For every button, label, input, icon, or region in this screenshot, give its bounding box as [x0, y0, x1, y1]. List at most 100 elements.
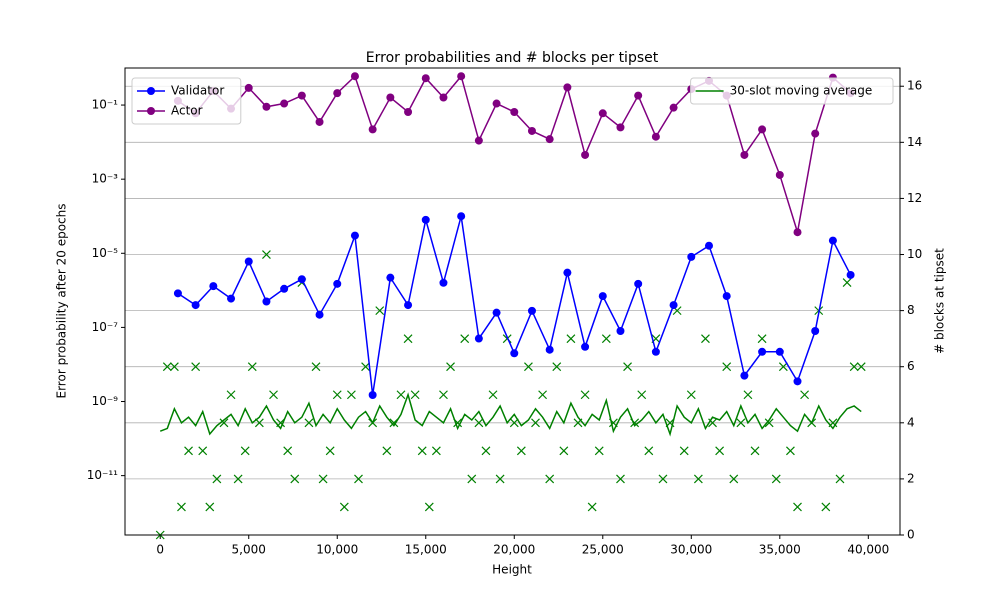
block-marker [212, 474, 222, 484]
legend-box [131, 77, 242, 125]
block-marker [821, 502, 831, 512]
block-marker [701, 334, 710, 344]
block-marker [283, 446, 293, 456]
block-marker [835, 474, 845, 484]
block-marker [169, 362, 179, 372]
block-marker [623, 362, 632, 372]
block-marker [162, 362, 172, 372]
y2-tick-label: 6 [907, 359, 915, 373]
legend: 30-slot moving average [690, 77, 894, 105]
x-tick-label: 40,000 [847, 543, 889, 557]
block-marker [262, 250, 271, 259]
block-marker [361, 362, 370, 372]
point [280, 99, 289, 108]
y-tick-label: 10⁻⁵ [92, 246, 119, 260]
block-marker [488, 390, 498, 400]
point [598, 292, 607, 301]
point [510, 349, 519, 358]
point [563, 268, 572, 277]
block-marker [587, 502, 597, 512]
block-marker [552, 362, 562, 372]
block-marker [800, 390, 810, 400]
point [191, 301, 200, 310]
block-marker [191, 362, 201, 372]
point [616, 123, 625, 132]
point [545, 345, 554, 354]
x-tick-label: 5,000 [232, 543, 266, 557]
block-marker [679, 446, 689, 456]
point [474, 334, 483, 343]
block-marker [601, 334, 611, 344]
point [775, 170, 784, 179]
point [474, 136, 483, 145]
point [350, 72, 359, 81]
point [722, 292, 731, 301]
point [669, 301, 678, 310]
block-marker [346, 390, 356, 400]
block-marker [424, 502, 434, 512]
point [758, 125, 767, 134]
point [740, 371, 749, 380]
x-tick-label: 35,000 [759, 543, 801, 557]
point [846, 270, 855, 279]
point [510, 107, 519, 116]
block-marker [318, 474, 328, 484]
point [439, 278, 448, 287]
point [350, 231, 359, 240]
x-tick-label: 25,000 [582, 543, 624, 557]
point [811, 326, 820, 335]
block-marker [446, 362, 455, 372]
point [368, 125, 377, 134]
point [581, 342, 590, 351]
block-marker [736, 418, 746, 428]
chart-title: Error probabilities and # blocks per tip… [366, 50, 659, 66]
block-marker [396, 390, 406, 400]
block-marker [594, 446, 604, 456]
block-marker [750, 446, 760, 456]
y2-tick-label: 0 [907, 528, 915, 542]
block-marker [849, 362, 859, 372]
block-marker [693, 474, 703, 484]
y2-tick-label: 12 [907, 191, 922, 205]
x-tick-label: 20,000 [493, 543, 535, 557]
block-marker [566, 334, 576, 344]
point [315, 117, 324, 126]
block-marker [332, 390, 342, 400]
block-marker [559, 446, 569, 456]
point [545, 135, 554, 144]
y-tick-label: 10⁻¹ [92, 98, 119, 112]
point [634, 279, 643, 288]
block-marker [325, 446, 335, 456]
block-marker [729, 474, 739, 484]
block-marker [290, 474, 300, 484]
block-marker [417, 446, 427, 456]
block-marker [269, 390, 278, 400]
block-marker [184, 446, 193, 456]
y-axis-label: Error probability after 20 epochs [55, 204, 69, 399]
x-tick-label: 30,000 [670, 543, 712, 557]
block-marker [198, 446, 208, 456]
block-marker [856, 362, 866, 372]
point [527, 126, 536, 135]
block-marker [715, 446, 725, 456]
block-marker [764, 418, 774, 428]
point [775, 347, 784, 356]
block-marker [580, 390, 590, 400]
block-marker [686, 390, 696, 400]
block-marker [219, 418, 229, 428]
block-marker [240, 446, 250, 456]
point [527, 306, 536, 315]
y2-tick-label: 14 [907, 135, 922, 149]
legend-marker [147, 87, 155, 95]
block-marker [743, 390, 753, 400]
point [793, 377, 802, 386]
point [687, 252, 696, 261]
point [457, 72, 466, 81]
point [227, 294, 236, 303]
y-tick-label: 10⁻⁷ [92, 320, 119, 334]
block-marker [460, 334, 470, 344]
point [457, 212, 466, 221]
block-marker [467, 474, 477, 484]
y-tick-label: 10⁻⁹ [92, 394, 119, 408]
